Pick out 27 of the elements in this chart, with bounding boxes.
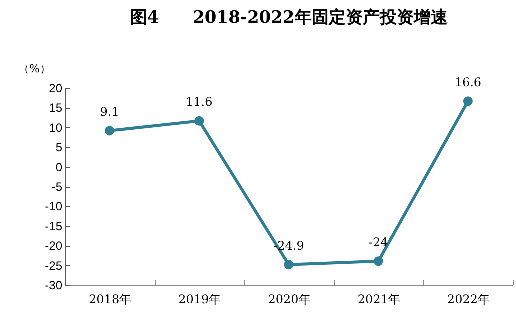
y-axis-title: （%） [18, 62, 51, 76]
y-tick-label: 20 [49, 82, 63, 96]
data-label: -24 [368, 235, 389, 250]
y-tick-label: -30 [45, 278, 63, 292]
data-label: 11.6 [186, 95, 213, 110]
data-label: 9.1 [100, 104, 120, 119]
x-tick-label: 2022年 [447, 292, 490, 306]
y-tick-label: 15 [49, 101, 63, 116]
y-tick-label: 0 [56, 160, 63, 174]
point [105, 126, 115, 136]
point [284, 260, 294, 270]
y-tick-label: -5 [52, 180, 63, 194]
point [374, 256, 384, 266]
point [463, 96, 473, 106]
x-tick-label: 2018年 [89, 292, 132, 306]
y-tick-label: 5 [56, 140, 63, 155]
x-tick-label: 2020年 [268, 292, 311, 306]
y-tick-label: -10 [45, 200, 63, 214]
x-tick-label: 2021年 [358, 292, 400, 306]
y-tick-label: -25 [45, 258, 63, 273]
y-tick-label: -15 [45, 219, 63, 234]
chart-title: 图4 2018-2022年固定资产投资增速 [130, 8, 448, 28]
y-tick-label: -20 [45, 239, 63, 254]
x-tick-label: 2019年 [178, 292, 222, 306]
y-tick-label: 10 [49, 120, 63, 135]
data-label: 16.6 [454, 75, 482, 90]
point [194, 116, 204, 126]
